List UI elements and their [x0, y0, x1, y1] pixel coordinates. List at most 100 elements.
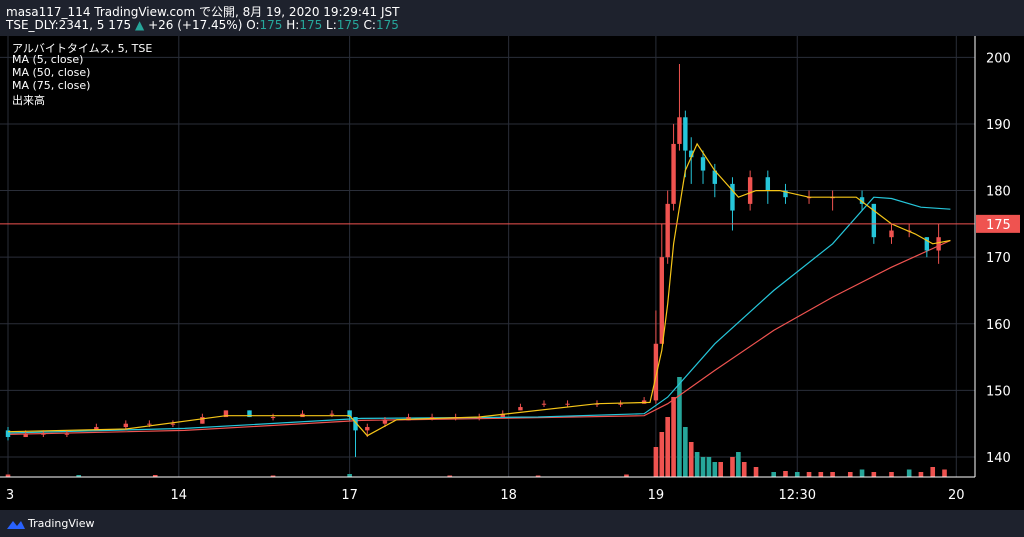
candle-body: [924, 237, 930, 251]
candle-body: [41, 433, 46, 435]
volume-bar: [706, 457, 712, 477]
change-value: +26 (+17.45%): [148, 18, 243, 32]
price-chart[interactable]: 140 150 160 170 180 190 200 3 14 17 18 19 12:30 20 1…: [0, 36, 1024, 510]
volume-bar: [447, 475, 453, 477]
volume-bar: [794, 472, 800, 477]
time-tick-label: 14: [171, 488, 188, 503]
header-line-1: masa117_114 TradingView.com で公開, 8月 19, …: [6, 3, 399, 20]
ma50-line: [7, 196, 951, 434]
price-tick-label: 180: [986, 185, 1011, 200]
price-tag-background: [976, 214, 1020, 233]
candle-body: [94, 427, 99, 431]
candle-body: [665, 203, 670, 258]
candlesticks: [5, 63, 941, 458]
time-axis: 3 14 17 18 19 12:30 20: [6, 488, 965, 503]
symbol-label[interactable]: TSE_DLY:2341, 5: [6, 18, 105, 32]
footer-brand[interactable]: TradingView: [28, 517, 95, 530]
volume-bar: [930, 467, 936, 477]
candle-body: [677, 117, 682, 144]
volume-bar: [535, 475, 541, 477]
candle-body: [730, 183, 735, 211]
ma5-path: [7, 142, 951, 437]
candle-body: [859, 197, 865, 204]
candle-body: [500, 413, 505, 418]
candle-body: [565, 403, 570, 405]
candle-body: [347, 410, 352, 418]
candle-body: [700, 157, 706, 171]
candle-body: [353, 417, 358, 431]
volume-bar: [847, 472, 853, 477]
header-bar: masa117_114 TradingView.com で公開, 8月 19, …: [0, 0, 1024, 36]
volume-bar: [677, 377, 682, 477]
volume-bar: [771, 472, 776, 477]
legend-ma75[interactable]: MA (75, close): [12, 79, 91, 92]
legend-volume[interactable]: 出来高: [12, 94, 45, 107]
low-label: L:: [326, 18, 337, 32]
low-value: 175: [336, 18, 360, 32]
volume-bar: [152, 475, 158, 477]
footer-bar: TradingView: [0, 510, 1024, 537]
candle-body: [406, 417, 411, 421]
open-label: O:: [246, 18, 260, 32]
publish-info: TradingView.com で公開, 8月 19, 2020 19:29:4…: [94, 5, 400, 19]
candle-body: [365, 427, 370, 431]
volume-bar: [270, 475, 276, 477]
price-tick-label: 140: [986, 451, 1011, 466]
candle-body: [329, 413, 335, 415]
price-tick-label: 170: [986, 251, 1011, 266]
volume-bar: [942, 469, 947, 477]
price-axis: 140 150 160 170 180 190 200: [986, 51, 1011, 466]
volume-bar: [683, 427, 688, 477]
candle-body: [200, 417, 205, 424]
legend-ma50[interactable]: MA (50, close): [12, 66, 91, 79]
candle-body: [689, 150, 694, 158]
candle-body: [170, 423, 176, 425]
ma75-line: [7, 239, 951, 435]
grid-lines: [0, 36, 975, 477]
candle-body: [671, 143, 676, 204]
time-tick-label: 17: [341, 488, 358, 503]
legend-ma5[interactable]: MA (5, close): [12, 53, 84, 66]
candle-body: [5, 430, 11, 438]
volume-bar: [859, 469, 865, 477]
legend-title[interactable]: アルバイトタイムス, 5, TSE: [12, 42, 153, 55]
candle-body: [247, 410, 252, 418]
open-value: 175: [259, 18, 283, 32]
candle-body: [683, 117, 688, 151]
volume-bar: [671, 397, 676, 477]
candle-body: [659, 257, 664, 344]
high-value: 175: [299, 18, 323, 32]
candle-body: [123, 423, 128, 428]
volume-bars: [5, 377, 947, 477]
volume-bar: [889, 472, 894, 477]
volume-bar: [712, 462, 718, 477]
close-label: C:: [363, 18, 376, 32]
candle-body: [653, 343, 659, 401]
volume-bar: [694, 452, 700, 477]
volume-bar: [806, 472, 812, 477]
candle-body: [518, 407, 523, 411]
author-name[interactable]: masa117_114: [6, 5, 91, 19]
candle-body: [765, 177, 771, 191]
volume-bar: [347, 474, 352, 477]
price-tick-label: 190: [986, 118, 1011, 133]
time-tick-label: 20: [948, 488, 965, 503]
candle-body: [382, 420, 388, 424]
candle-body: [23, 433, 28, 438]
candle-body: [712, 170, 717, 184]
candle-body: [270, 417, 276, 419]
candle-body: [223, 410, 229, 418]
time-tick-label: 18: [500, 488, 517, 503]
high-label: H:: [286, 18, 300, 32]
candle-body: [64, 433, 70, 435]
time-tick-label: 3: [6, 488, 14, 503]
change-arrow-icon: ▲: [135, 18, 145, 32]
volume-bar: [736, 452, 741, 477]
volume-bar: [624, 474, 629, 477]
tradingview-logo-icon: [7, 521, 25, 529]
volume-bar: [718, 462, 723, 477]
candle-body: [147, 423, 152, 425]
volume-bar: [741, 462, 747, 477]
candle-body: [871, 203, 877, 238]
volume-bar: [700, 457, 706, 477]
